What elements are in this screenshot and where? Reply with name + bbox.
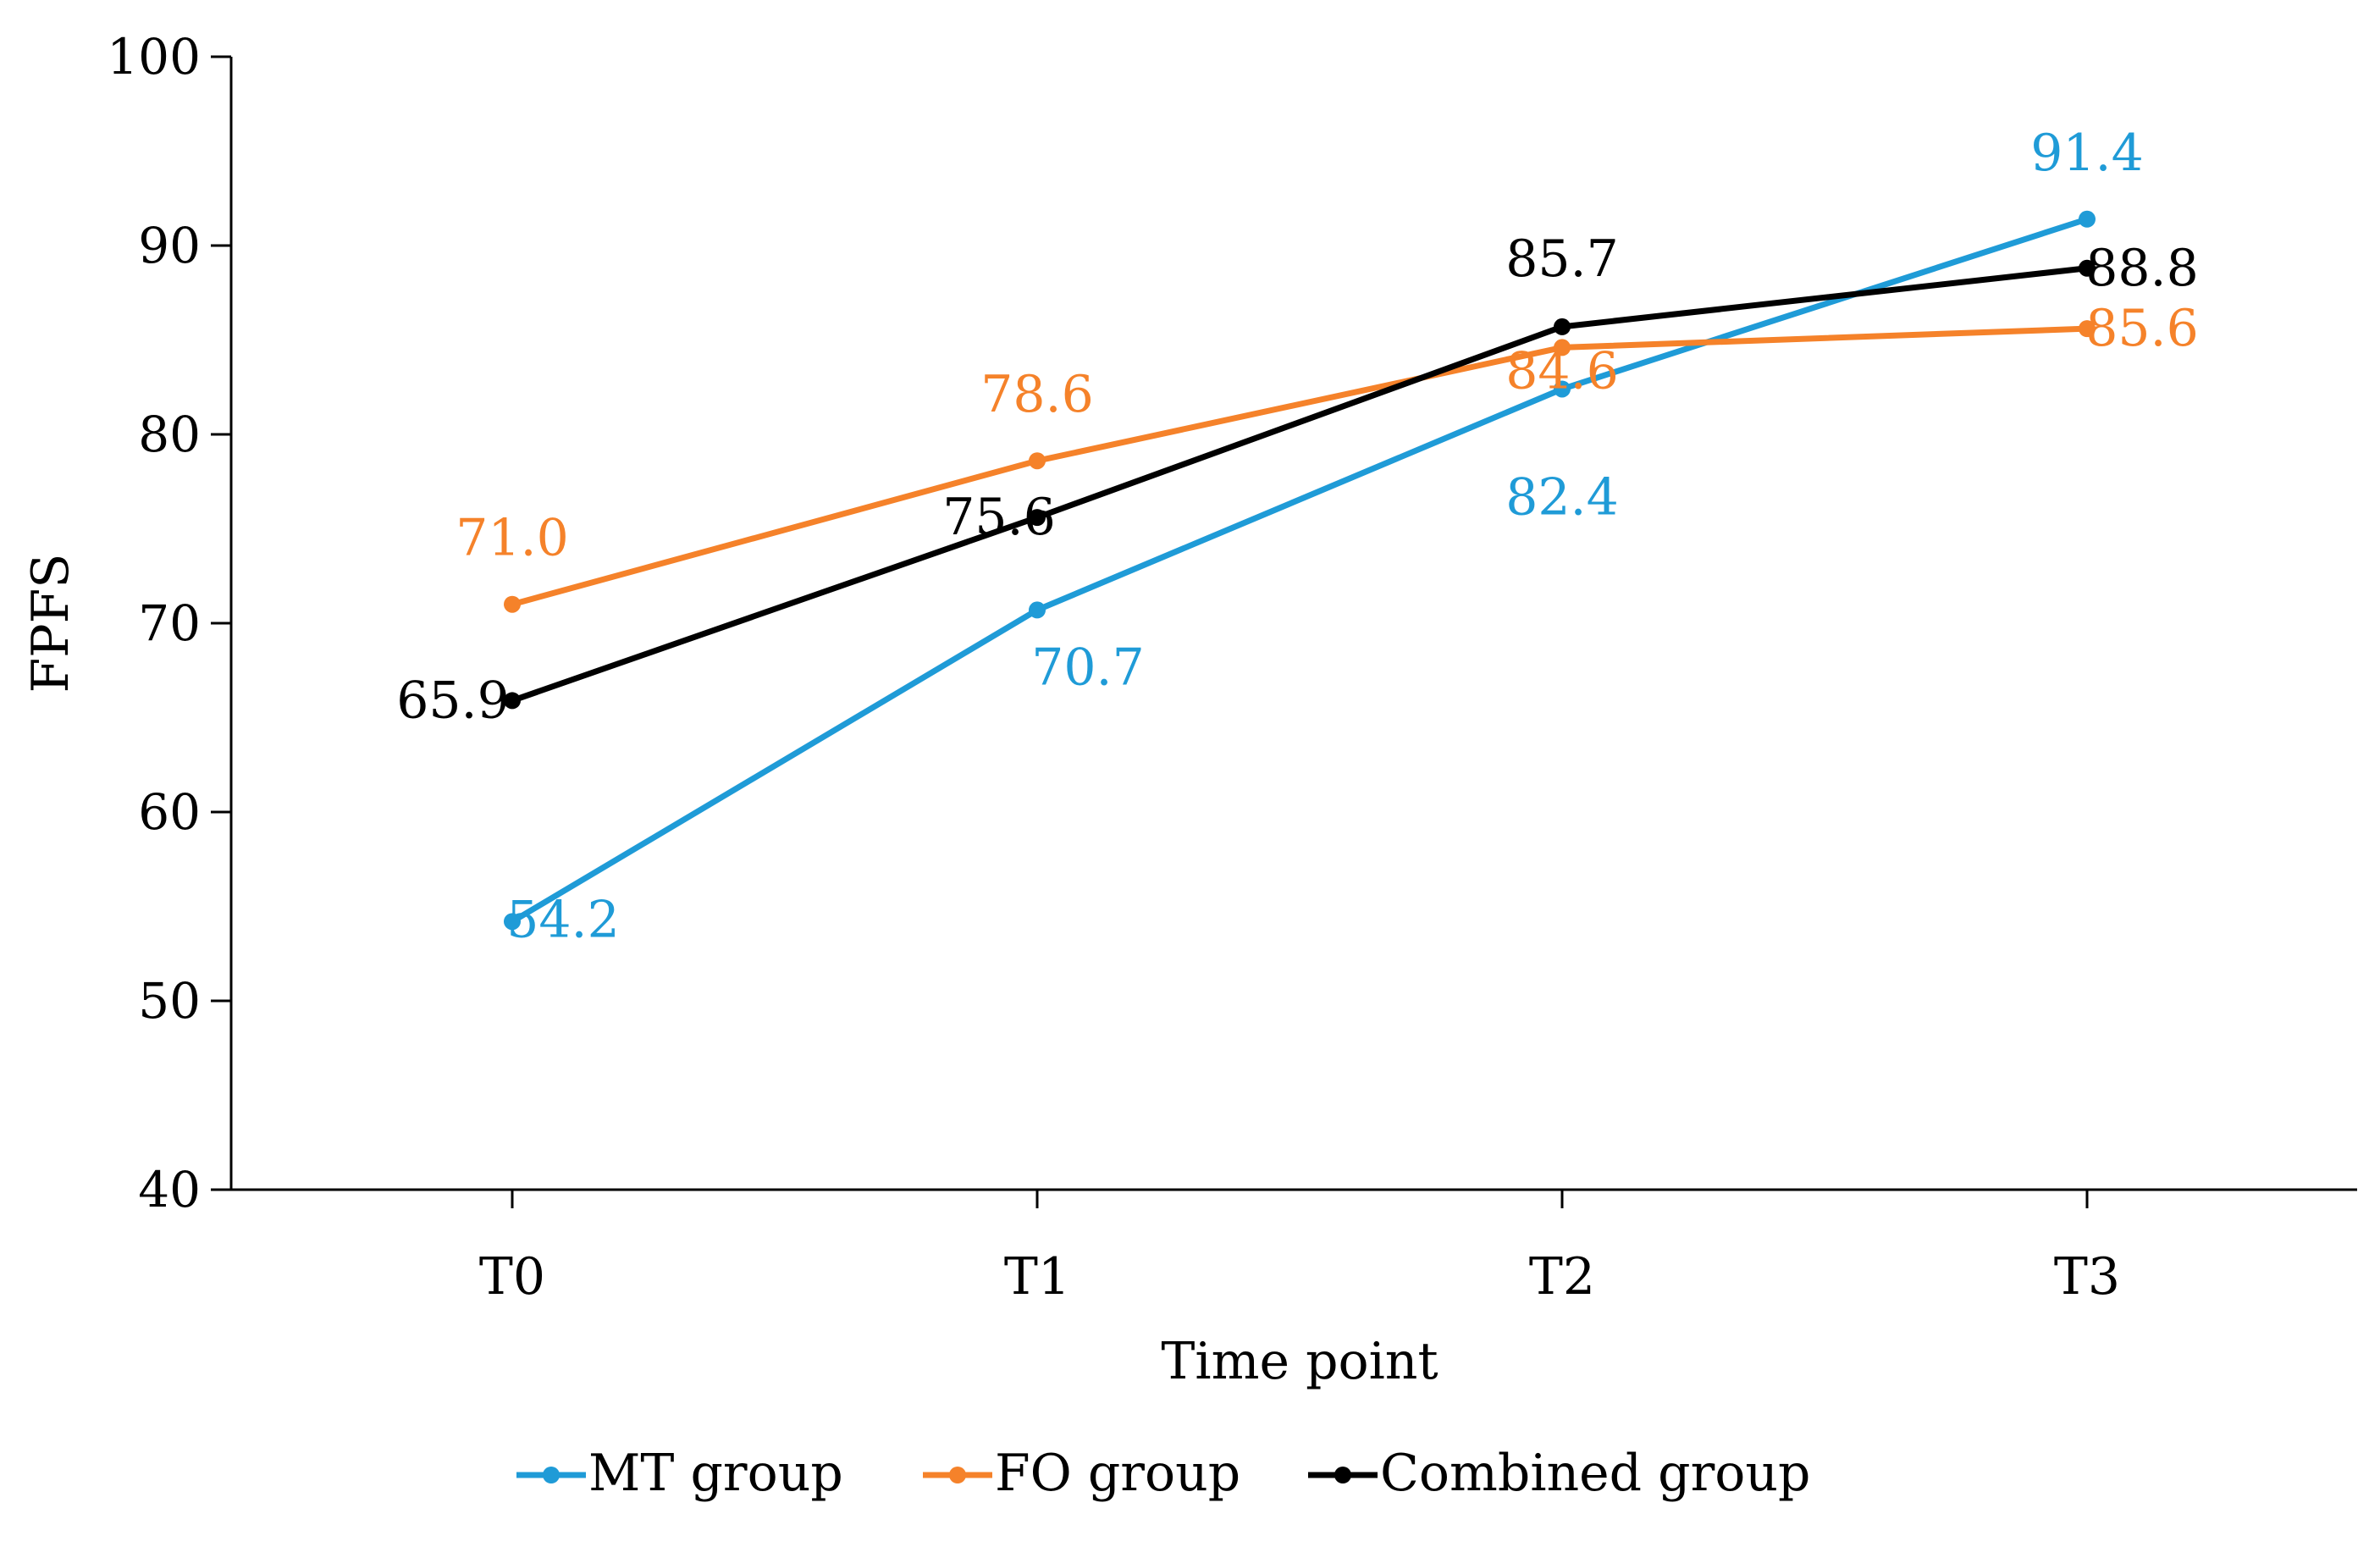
legend-label: FO group [995, 1444, 1240, 1503]
legend-label: MT group [588, 1444, 843, 1503]
y-tick-label: 80 [138, 406, 201, 463]
x-tick-label: T2 [1529, 1247, 1595, 1307]
data-label: 71.0 [456, 509, 569, 568]
series-combined-group [504, 259, 2096, 710]
y-tick-label: 70 [138, 594, 201, 652]
data-label: 65.9 [396, 671, 510, 730]
data-label: 84.6 [1505, 341, 1619, 401]
legend-marker [949, 1467, 966, 1483]
series-fo-group [504, 320, 2096, 613]
data-label: 85.6 [2085, 299, 2199, 358]
y-tick-label: 40 [138, 1161, 201, 1218]
data-label: 75.6 [942, 488, 1056, 547]
data-label: 54.2 [506, 890, 620, 949]
axes [229, 57, 2357, 1191]
series-mt-group [504, 210, 2096, 931]
legend: MT group FO group Combined group [516, 1444, 1810, 1503]
data-label: 91.4 [2030, 124, 2144, 183]
series [504, 210, 2096, 931]
y-axis-title: FPFS [21, 554, 80, 693]
legend-item-mt-group: MT group [516, 1444, 843, 1503]
data-label: 88.8 [2085, 239, 2199, 298]
legend-item-fo-group: FO group [923, 1444, 1240, 1503]
data-point [2079, 210, 2096, 228]
series-line [509, 265, 2090, 704]
x-tick-label: T0 [479, 1247, 545, 1307]
data-point [1029, 601, 1046, 619]
y-tick-label: 50 [138, 972, 201, 1030]
data-point [1554, 380, 1571, 398]
x-tick-label: T1 [1004, 1247, 1070, 1307]
y-tick-label: 100 [107, 28, 201, 86]
data-label: 78.6 [980, 365, 1094, 424]
x-ticks: T0 T1 T2 T3 [479, 1190, 2120, 1307]
y-tick-label: 60 [138, 783, 201, 841]
data-point [1554, 339, 1571, 356]
x-axis-title: Time point [1161, 1332, 1438, 1391]
y-ticks: 40 50 60 70 80 90 100 [107, 28, 231, 1218]
data-point [504, 595, 521, 613]
data-point [504, 692, 521, 710]
legend-marker [543, 1467, 560, 1483]
legend-item-combined-group: Combined group [1308, 1444, 1810, 1503]
data-label: 82.4 [1505, 467, 1619, 527]
x-tick-label: T3 [2054, 1247, 2120, 1307]
data-point [2079, 320, 2096, 338]
data-label: 85.7 [1505, 229, 1619, 289]
data-labels: 54.2 70.7 82.4 91.4 71.0 78.6 84.6 85.6 65.9 75.6… [396, 124, 2199, 950]
series-line [509, 325, 2090, 608]
legend-label: Combined group [1380, 1444, 1810, 1503]
data-point [504, 913, 521, 931]
data-point [1029, 452, 1046, 470]
data-point [2079, 259, 2096, 277]
y-tick-label: 90 [138, 217, 201, 274]
data-point [1029, 509, 1046, 527]
data-label: 70.7 [1031, 638, 1145, 697]
series-line [509, 216, 2090, 925]
data-point [1554, 318, 1571, 335]
legend-marker [1334, 1467, 1351, 1483]
